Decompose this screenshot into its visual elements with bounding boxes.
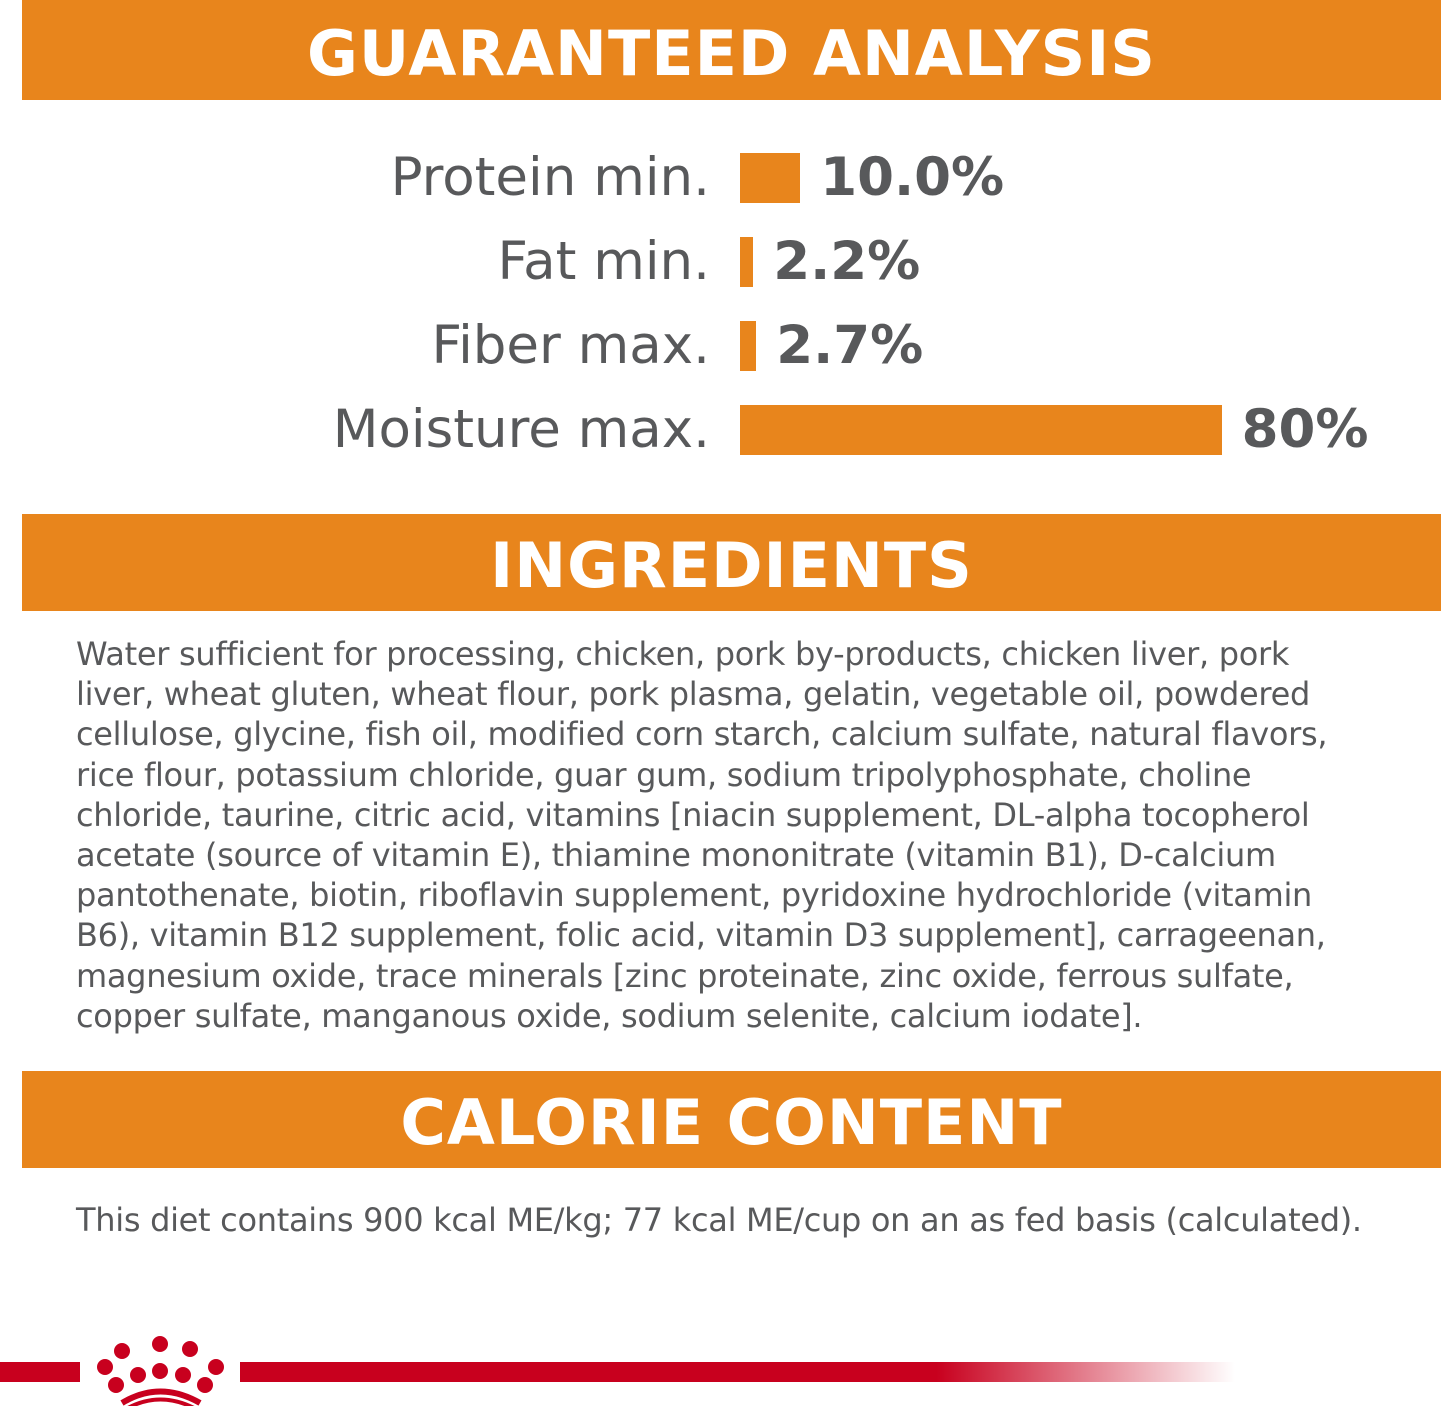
ingredients-line: Water sufficient for processing, chicken… — [76, 635, 1290, 673]
ingredients-line: copper sulfate, manganous oxide, sodium … — [76, 996, 1143, 1035]
analysis-value: 80% — [1241, 399, 1369, 460]
analysis-row: Fat min. 2.2% — [0, 232, 1445, 292]
analysis-bar — [740, 237, 754, 287]
analysis-value: 2.7% — [776, 315, 924, 376]
analysis-value: 2.2% — [773, 231, 921, 292]
calorie-content-header: CALORIE CONTENT — [22, 1071, 1441, 1168]
ingredients-line: cellulose, glycine, fish oil, modified c… — [76, 715, 1328, 754]
analysis-row: Fiber max. 2.7% — [0, 316, 1445, 376]
ingredients-line: chloride, taurine, citric acid, vitamins… — [76, 795, 1310, 834]
analysis-label: Fat min. — [497, 231, 710, 292]
ingredients-text: Water sufficient for processing, chicken… — [76, 634, 1328, 1036]
ingredients-line: acetate (source of vitamin E), thiamine … — [76, 836, 1276, 875]
ingredients-line: rice flour, potassium chloride, guar gum… — [76, 755, 1252, 794]
analysis-row: Protein min. 10.0% — [0, 148, 1445, 208]
footer-red-line-left — [0, 1362, 80, 1382]
analysis-label: Moisture max. — [332, 399, 710, 460]
ingredients-line: magnesium oxide, trace minerals [zinc pr… — [76, 956, 1294, 995]
analysis-value: 10.0% — [820, 147, 1005, 208]
ingredients-line: B6), vitamin B12 supplement, folic acid,… — [76, 916, 1326, 955]
calorie-content-text: This diet contains 900 kcal ME/kg; 77 kc… — [76, 1201, 1362, 1239]
ingredients-line: pantothenate, biotin, riboflavin supplem… — [76, 876, 1313, 915]
analysis-label: Protein min. — [390, 147, 710, 208]
ingredients-line: liver, wheat gluten, wheat flour, pork p… — [76, 675, 1310, 714]
ingredients-header: INGREDIENTS — [22, 514, 1441, 611]
analysis-bar — [740, 153, 801, 203]
guaranteed-analysis-header: GUARANTEED ANALYSIS — [22, 0, 1441, 100]
royal-canin-crown-logo-icon — [97, 1336, 224, 1406]
analysis-row: Moisture max. 80% — [0, 400, 1445, 460]
analysis-bar — [740, 405, 1222, 455]
analysis-label: Fiber max. — [431, 315, 710, 376]
footer-red-line-right — [240, 1362, 1235, 1382]
analysis-bar — [740, 321, 757, 371]
